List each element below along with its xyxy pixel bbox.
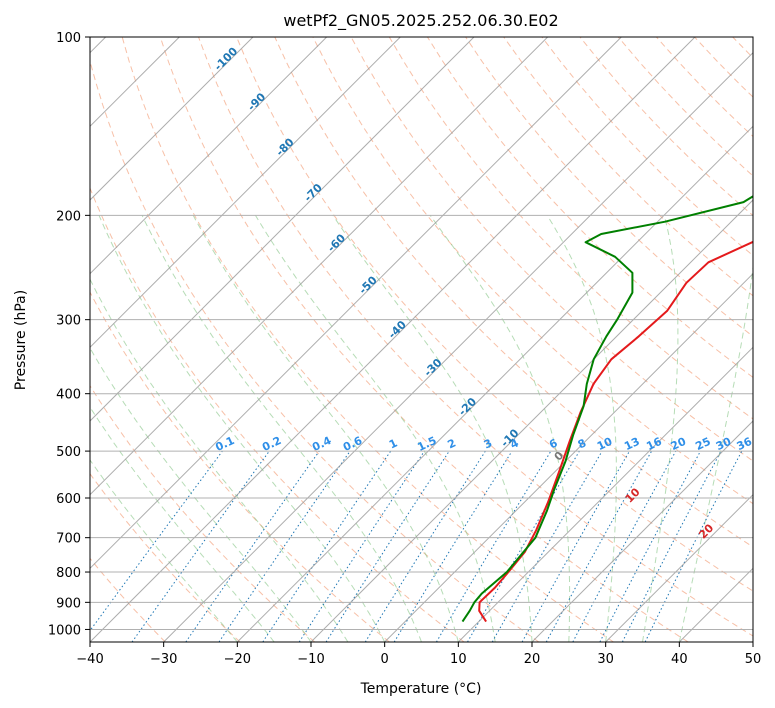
y-tick-label: 1000 bbox=[48, 623, 81, 638]
dry-adiabat bbox=[388, 37, 753, 420]
y-tick-label: 500 bbox=[56, 445, 81, 460]
moist-adiabat bbox=[90, 459, 238, 642]
isotherm-line bbox=[90, 37, 475, 422]
mixing-ratio-line bbox=[393, 450, 513, 642]
sounding-profiles bbox=[461, 195, 753, 623]
x-tick-label: 40 bbox=[671, 652, 688, 667]
isotherm-line bbox=[457, 346, 753, 642]
y-tick-label: 400 bbox=[56, 388, 81, 403]
isotherm-line bbox=[90, 37, 328, 275]
isotherm-line bbox=[384, 272, 753, 642]
isotherm-line bbox=[90, 37, 622, 570]
temperature-profile bbox=[478, 240, 753, 623]
mixing-ratio-line bbox=[521, 450, 630, 642]
dewpoint-profile bbox=[461, 195, 753, 623]
mixing-ratio-line bbox=[90, 450, 223, 632]
chart-title: wetPf2_GN05.2025.252.06.30.E02 bbox=[283, 11, 558, 31]
isotherm-line bbox=[531, 420, 753, 642]
y-tick-label: 300 bbox=[56, 314, 81, 329]
isotherm-line bbox=[90, 37, 254, 201]
mixing-ratio-line bbox=[218, 450, 351, 642]
mixing-ratio-line bbox=[325, 450, 450, 642]
background-lines bbox=[90, 37, 753, 642]
moist-adiabat bbox=[90, 347, 312, 642]
dry-adiabat bbox=[90, 384, 316, 642]
isotherm-line bbox=[90, 37, 696, 642]
x-tick-label: 10 bbox=[450, 652, 467, 667]
dry-adiabat bbox=[90, 472, 241, 642]
isotherm-line bbox=[605, 493, 753, 642]
dry-adiabat bbox=[312, 37, 753, 505]
x-axis-ticks: −40 −30 −20 −10 0 10 20 30 40 50 bbox=[76, 642, 761, 667]
isotherm-line bbox=[163, 51, 753, 642]
moist-adiabat bbox=[332, 215, 533, 642]
isotherm-line bbox=[90, 37, 549, 496]
mixing-ratio-line bbox=[572, 450, 677, 642]
mixing-ratio-label: 10 bbox=[595, 435, 615, 453]
mixing-ratio-line bbox=[298, 450, 425, 642]
x-tick-label: −10 bbox=[297, 652, 324, 667]
y-tick-label: 200 bbox=[56, 209, 81, 224]
mixing-ratio-label: 36 bbox=[735, 435, 755, 453]
dry-adiabat bbox=[90, 291, 390, 642]
mixing-ratio-label: 20 bbox=[669, 435, 689, 453]
dry-adiabat bbox=[90, 186, 465, 642]
x-axis-title: Temperature (°C) bbox=[360, 681, 482, 697]
plot-frame bbox=[89, 36, 754, 643]
y-axis-ticks: 100 200 300 400 500 600 700 800 900 1000 bbox=[48, 31, 90, 638]
y-tick-label: 900 bbox=[56, 596, 81, 611]
dry-adiabat bbox=[274, 37, 753, 548]
moist-adiabat bbox=[141, 215, 422, 642]
x-tick-label: −40 bbox=[76, 652, 103, 667]
dry-adiabat bbox=[350, 37, 753, 462]
dry-adiabat bbox=[236, 37, 753, 592]
mixing-ratio-line bbox=[262, 450, 392, 642]
dry-adiabat bbox=[465, 37, 753, 338]
isotherm-line bbox=[310, 199, 753, 642]
y-tick-label: 700 bbox=[56, 532, 81, 547]
x-tick-label: 0 bbox=[381, 652, 389, 667]
moist-adiabat bbox=[98, 215, 386, 642]
x-tick-label: −30 bbox=[150, 652, 177, 667]
y-tick-label: 100 bbox=[56, 31, 81, 46]
mixing-ratio-label: 30 bbox=[714, 435, 734, 453]
x-tick-label: 20 bbox=[524, 652, 541, 667]
mixing-ratio-label: 16 bbox=[644, 435, 664, 453]
dry-adiabat bbox=[426, 37, 753, 378]
mixing-ratio-label: 25 bbox=[693, 435, 712, 453]
isotherm-line bbox=[90, 37, 401, 349]
mixing-ratio-label: 13 bbox=[622, 435, 641, 453]
moist-adiabat bbox=[546, 215, 617, 642]
mixing-ratio-line bbox=[545, 450, 653, 642]
x-tick-label: −20 bbox=[224, 652, 251, 667]
x-tick-label: 30 bbox=[597, 652, 614, 667]
dry-adiabat bbox=[503, 37, 753, 297]
moist-adiabat bbox=[642, 215, 679, 642]
y-axis-title: Pressure (hPa) bbox=[13, 290, 29, 390]
moist-adiabat bbox=[678, 263, 753, 642]
mixing-ratio-line bbox=[644, 450, 743, 642]
y-tick-label: 600 bbox=[56, 492, 81, 507]
moist-adiabat bbox=[192, 215, 459, 642]
dry-adiabat bbox=[159, 37, 689, 642]
x-tick-label: 50 bbox=[745, 652, 762, 667]
moist-adiabat bbox=[429, 215, 571, 642]
mixing-ratio-line bbox=[131, 450, 270, 642]
moist-adiabat bbox=[90, 406, 275, 642]
isotherm-line bbox=[236, 125, 753, 642]
y-tick-label: 800 bbox=[56, 566, 81, 581]
dry-adiabat bbox=[121, 37, 614, 642]
mixing-ratio-line bbox=[185, 450, 320, 642]
